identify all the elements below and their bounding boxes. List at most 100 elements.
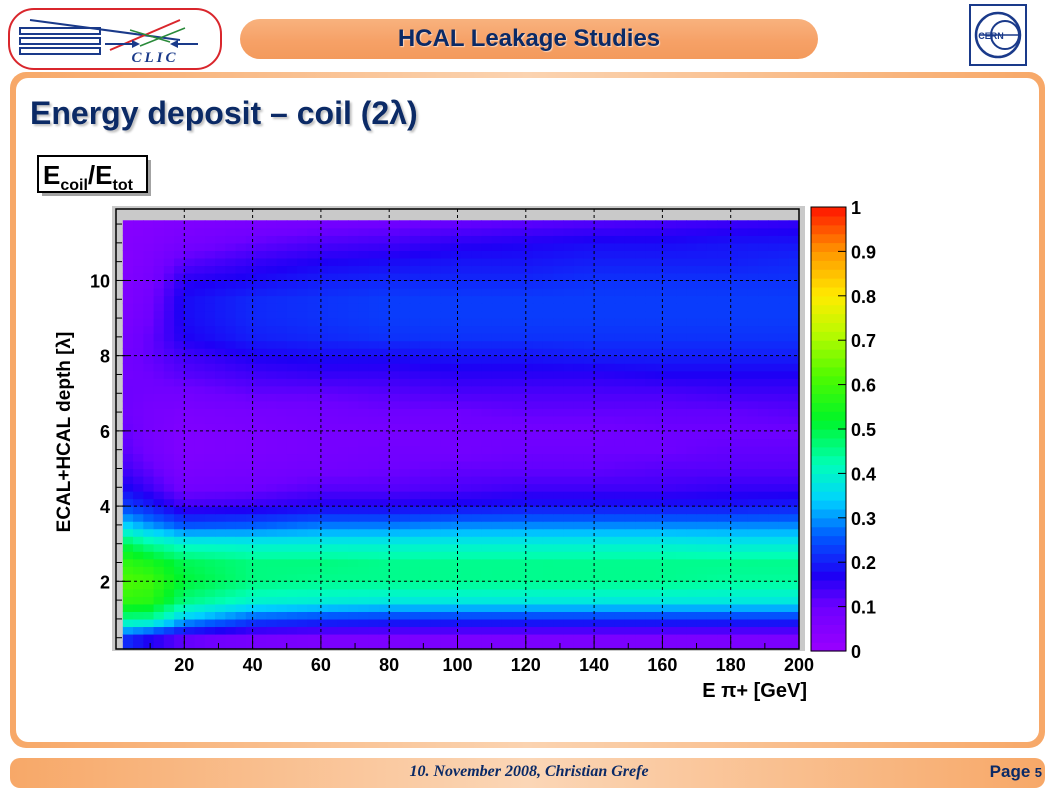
heatmap-cell [194,626,206,635]
heatmap-cell [573,318,585,327]
colorbar-tick-label: 0.5 [851,420,876,440]
heatmap-cell [194,363,206,372]
heatmap-cell [440,596,452,605]
heatmap-cell [696,483,708,492]
heatmap-cell [174,581,185,590]
heatmap-cell [133,468,144,477]
heatmap-cell [378,498,390,507]
heatmap-cell [174,333,185,342]
heatmap-cell [286,603,298,612]
heatmap-cell [378,611,390,620]
heatmap-cell [717,348,728,357]
heatmap-cell [368,483,380,492]
heatmap-cell [399,280,411,289]
heatmap-cell [256,476,267,485]
heatmap-cell [491,355,503,364]
heatmap-cell [563,603,575,612]
heatmap-cell [307,348,319,357]
heatmap-cell [635,227,646,236]
heatmap-cell [327,295,339,304]
heatmap-cell [153,483,165,492]
heatmap-cell [583,543,595,552]
heatmap-cell [297,287,308,297]
heatmap-cell [399,551,411,560]
heatmap-cell [419,333,431,342]
heatmap-cell [235,468,247,477]
heatmap-cell [419,400,431,409]
heatmap-cell [163,280,175,289]
heatmap-cell [440,528,452,537]
heatmap-cell [573,626,585,635]
heatmap-cell [676,596,687,605]
heatmap-cell [788,295,800,304]
heatmap-cell [604,483,616,492]
heatmap-cell [225,235,237,244]
heatmap-cell [604,528,616,537]
heatmap-cell [460,611,472,620]
heatmap-cell [235,235,247,244]
heatmap-cell [358,318,370,327]
heatmap-cell [204,521,216,530]
heatmap-cell [358,295,370,304]
heatmap-cell [563,393,575,402]
heatmap-cell [225,506,237,515]
heatmap-cell [368,626,380,635]
heatmap-cell [481,573,493,582]
heatmap-cell [399,611,411,620]
heatmap-cell [481,626,493,635]
heatmap-cell [184,348,196,357]
heatmap-cell [747,596,759,605]
heatmap-cell [665,618,677,628]
heatmap-cell [460,626,472,635]
heatmap-cell [460,220,472,229]
heatmap-cell [430,476,442,485]
heatmap-cell [307,340,319,349]
heatmap-cell [512,566,523,575]
heatmap-cell [768,318,780,327]
heatmap-cell [501,618,513,628]
heatmap-cell [696,280,708,289]
heatmap-cell [419,227,431,236]
heatmap-cell [532,566,544,575]
heatmap-cell [297,468,308,477]
heatmap-cell [635,310,646,319]
heatmap-cell [235,415,247,424]
heatmap-cell [368,611,380,620]
heatmap-cell [532,626,544,635]
heatmap-cell [225,355,237,364]
heatmap-cell [337,491,349,500]
heatmap-cell [747,340,759,349]
heatmap-cell [522,408,534,417]
chart-title-box: Ecoil/Etot [37,155,151,196]
heatmap-cell [204,303,216,312]
heatmap-cell [153,491,165,500]
heatmap-cell [245,242,257,251]
heatmap-cell [317,558,329,567]
heatmap-cell [389,272,401,282]
heatmap-cell [266,310,278,319]
heatmap-cell [686,355,698,364]
heatmap-cell [758,460,769,470]
heatmap-cell [717,310,728,319]
heatmap-cell [122,415,134,424]
heatmap-cell [450,491,462,500]
heatmap-cell [532,423,544,432]
heatmap-cell [256,581,267,590]
colorbar-step [811,473,846,483]
heatmap-cell [235,227,247,236]
heatmap-cell [286,348,298,357]
heatmap-cell [194,513,206,522]
heatmap-cell [563,370,575,379]
heatmap-cell [501,265,513,274]
heatmap-cell [225,626,237,635]
heatmap-cell [481,355,493,364]
heatmap-cell [215,528,226,537]
heatmap-cell [276,566,288,575]
heatmap-cell [696,287,708,297]
heatmap-cell [624,430,636,439]
heatmap-cell [471,438,483,447]
heatmap-cell [532,633,544,643]
heatmap-cell [133,573,144,582]
heatmap-cell [542,581,554,590]
heatmap-cell [676,430,687,439]
